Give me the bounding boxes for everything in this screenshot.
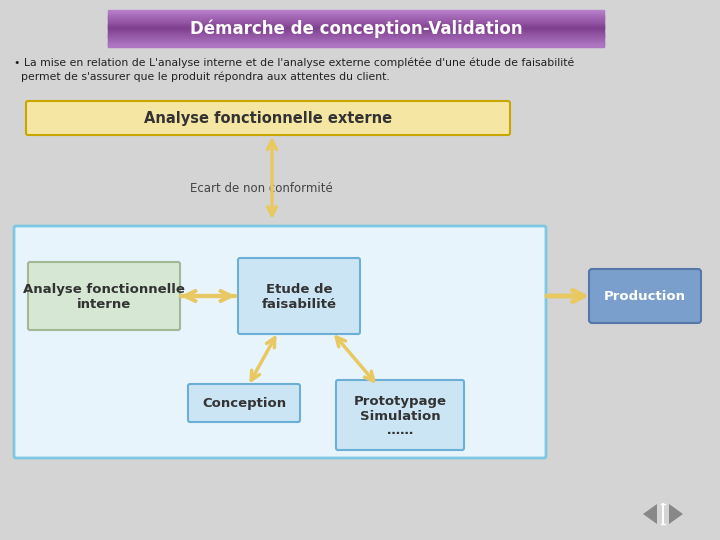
Bar (108, 24, 604, 25)
FancyBboxPatch shape (14, 226, 546, 458)
Bar (108, 10, 604, 11)
Bar (108, 43, 604, 45)
Text: Analyse fonctionnelle externe: Analyse fonctionnelle externe (144, 111, 392, 126)
Text: • La mise en relation de L'analyse interne et de l'analyse externe complétée d'u: • La mise en relation de L'analyse inter… (14, 58, 575, 69)
Polygon shape (669, 504, 683, 524)
Bar (108, 11, 604, 12)
Bar (108, 40, 604, 41)
Bar (108, 45, 604, 46)
Bar (108, 28, 604, 29)
Bar (108, 27, 604, 29)
Bar (108, 18, 604, 19)
FancyBboxPatch shape (238, 258, 360, 334)
Bar (108, 33, 604, 35)
Text: Analyse fonctionnelle
interne: Analyse fonctionnelle interne (23, 283, 185, 311)
Bar (108, 32, 604, 34)
Polygon shape (643, 504, 657, 524)
Text: Démarche de conception-Validation: Démarche de conception-Validation (189, 20, 522, 38)
Bar (108, 14, 604, 15)
Bar (108, 17, 604, 18)
Bar (108, 13, 604, 14)
Bar (108, 20, 604, 21)
FancyBboxPatch shape (336, 380, 464, 450)
Bar (108, 26, 604, 28)
Bar (108, 38, 604, 39)
Bar (108, 22, 604, 23)
Text: Conception: Conception (202, 397, 286, 410)
Bar (108, 32, 604, 33)
Text: Production: Production (604, 291, 686, 303)
Text: Ecart de non conformité: Ecart de non conformité (190, 181, 333, 194)
Bar (108, 16, 604, 18)
Bar (108, 24, 604, 26)
Bar (108, 44, 604, 45)
Bar (108, 36, 604, 37)
Bar (108, 37, 604, 38)
Bar (108, 12, 604, 13)
FancyBboxPatch shape (589, 269, 701, 323)
Text: Etude de
faisabilité: Etude de faisabilité (261, 283, 336, 311)
Bar (108, 19, 604, 21)
Bar (108, 29, 604, 30)
Text: Prototypage
Simulation
……: Prototypage Simulation …… (354, 395, 446, 437)
Bar (108, 30, 604, 31)
Bar (108, 35, 604, 37)
Bar (108, 23, 604, 24)
Bar (108, 31, 604, 32)
Bar (108, 42, 604, 43)
Bar (108, 21, 604, 22)
Bar (108, 16, 604, 17)
Bar (108, 43, 604, 44)
Bar (108, 25, 604, 26)
FancyBboxPatch shape (26, 101, 510, 135)
Bar (108, 39, 604, 40)
FancyBboxPatch shape (28, 262, 180, 330)
Bar (108, 40, 604, 42)
Bar (108, 35, 604, 36)
Text: permet de s'assurer que le produit répondra aux attentes du client.: permet de s'assurer que le produit répon… (14, 71, 390, 82)
FancyBboxPatch shape (188, 384, 300, 422)
Bar (108, 15, 604, 16)
